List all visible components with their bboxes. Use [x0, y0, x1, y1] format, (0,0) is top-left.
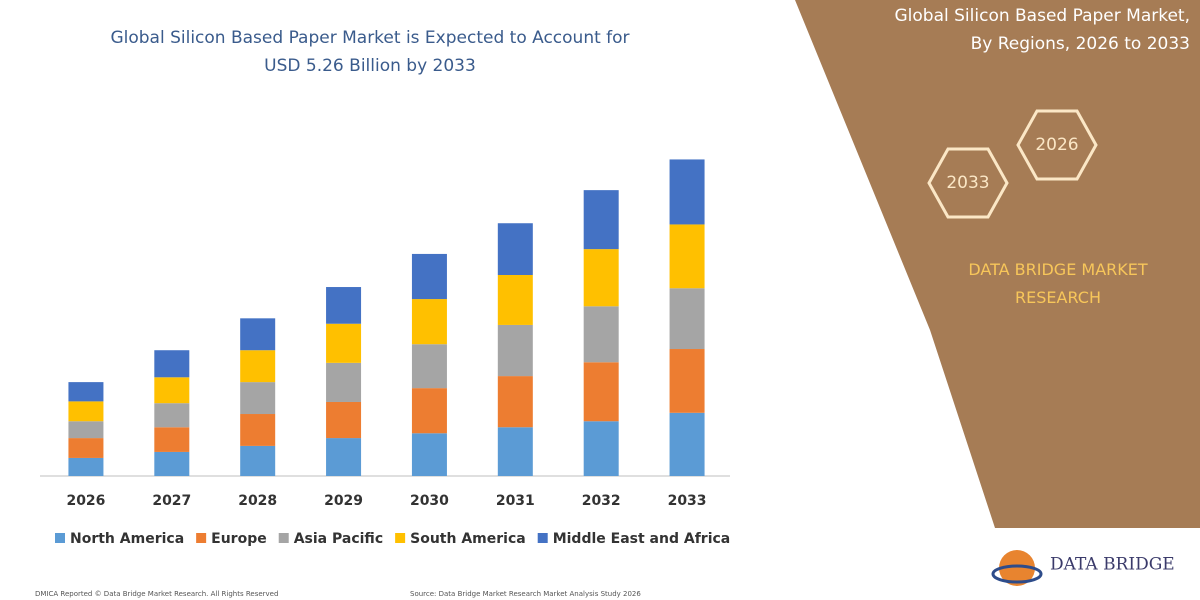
legend-label: Middle East and Africa: [553, 531, 731, 547]
bar-segment: [326, 287, 362, 324]
hexagon: [1016, 109, 1098, 181]
bar-segment: [154, 451, 190, 476]
legend-swatch: [196, 533, 207, 543]
legend-label: North America: [70, 531, 184, 547]
bar-segment: [154, 377, 190, 404]
chart-title: Global Silicon Based Paper Market is Exp…: [110, 28, 629, 76]
legend-swatch: [55, 533, 65, 543]
bar-segment: [326, 323, 362, 363]
footer-text: DMICA Reported © Data Bridge Market Rese…: [35, 590, 278, 598]
side-title-line: Global Silicon Based Paper Market, By Reg…: [895, 6, 1191, 54]
bar-segment: [497, 376, 533, 428]
bar-segment: [240, 318, 276, 351]
x-tick-label: 2026: [66, 493, 105, 509]
bar-segment: [326, 438, 362, 476]
x-tick-label: 2031: [496, 493, 535, 509]
x-tick-label: 2029: [324, 493, 363, 509]
bar-segment: [583, 190, 619, 250]
bar-segment: [240, 445, 276, 476]
logo-text: DATA BRIDGE: [1050, 555, 1175, 575]
legend-label: South America: [410, 531, 526, 547]
side-panel: [795, 0, 1200, 528]
logo-icon: [991, 564, 1043, 584]
x-tick-label: 2027: [152, 493, 191, 509]
bar-segment: [326, 401, 362, 439]
bar-segment: [154, 427, 190, 452]
legend-swatch: [278, 533, 289, 543]
hexagon: [927, 147, 1009, 219]
bar-segment: [497, 274, 533, 325]
x-tick-label: 2028: [238, 493, 277, 509]
x-tick-label: 2032: [582, 493, 621, 509]
bar-segment: [669, 349, 705, 413]
bar-segment: [154, 403, 190, 428]
bar-segment: [68, 382, 104, 402]
bar-segment: [68, 457, 104, 476]
x-tick-label: 2033: [668, 493, 707, 509]
bar-segment: [411, 253, 447, 300]
bar-segment: [68, 438, 104, 458]
hexagon-label: 2026: [1035, 135, 1078, 155]
bar-segment: [669, 412, 705, 476]
brand-text: DATA BRIDGE MARKET RESEARCH: [968, 260, 1148, 307]
bar-segment: [497, 223, 533, 275]
legend-label: Asia Pacific: [294, 531, 383, 547]
bar-segment: [497, 427, 533, 476]
bar-segment: [583, 306, 619, 363]
bar-segment: [240, 382, 276, 415]
footer-text: Source: Data Bridge Market Research Mark…: [410, 590, 641, 598]
hexagon-label: 2033: [946, 173, 989, 193]
bar-segment: [240, 414, 276, 446]
bar-segment: [411, 433, 447, 476]
bar-segment: [68, 401, 104, 422]
legend-swatch: [537, 533, 548, 543]
bar-segment: [583, 362, 619, 422]
logo-icon: [999, 550, 1035, 586]
legend-swatch: [395, 533, 406, 543]
bar-segment: [68, 421, 104, 439]
bar-segment: [583, 249, 619, 307]
bar-segment: [669, 159, 705, 225]
bar-segment: [411, 344, 447, 389]
bar-segment: [411, 299, 447, 345]
bar-segment: [669, 288, 705, 350]
bar-segment: [583, 421, 619, 476]
bar-segment: [154, 350, 190, 378]
bar-segment: [669, 224, 705, 289]
legend-label: Europe: [211, 531, 267, 547]
logo: DATA BRIDGE: [991, 550, 1175, 586]
bar-segment: [240, 350, 276, 383]
bar-segment: [326, 362, 362, 402]
x-tick-label: 2030: [410, 493, 449, 509]
bar-segment: [497, 324, 533, 377]
bar-segment: [411, 388, 447, 434]
